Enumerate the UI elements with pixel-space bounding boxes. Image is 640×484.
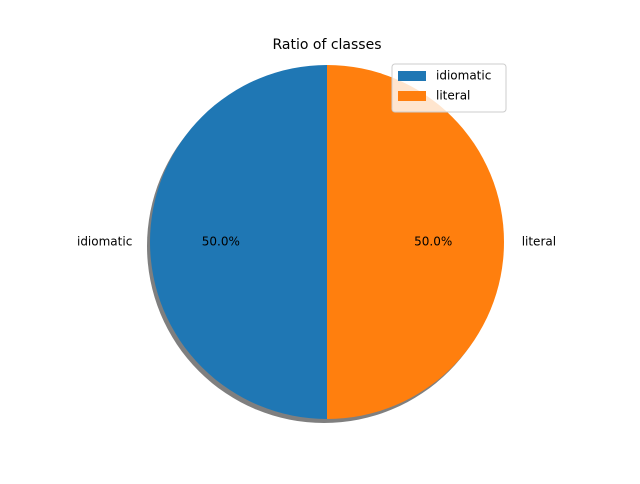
legend-swatch-literal	[398, 91, 426, 101]
pie-slices	[150, 65, 504, 419]
slice-literal	[327, 65, 504, 419]
category-label-idiomatic: idiomatic	[77, 235, 132, 249]
chart-title: Ratio of classes	[273, 37, 382, 53]
legend: idiomatic literal	[391, 63, 507, 113]
legend-label-literal: literal	[436, 89, 470, 103]
legend-swatch-idiomatic	[398, 71, 426, 81]
pie-labels: idiomatic 50.0% literal 50.0%	[77, 235, 556, 249]
slice-idiomatic	[150, 65, 327, 419]
category-label-literal: literal	[522, 235, 556, 249]
percent-label-literal: 50.0%	[414, 235, 452, 249]
percent-label-idiomatic: 50.0%	[202, 235, 240, 249]
legend-label-idiomatic: idiomatic	[436, 69, 491, 83]
